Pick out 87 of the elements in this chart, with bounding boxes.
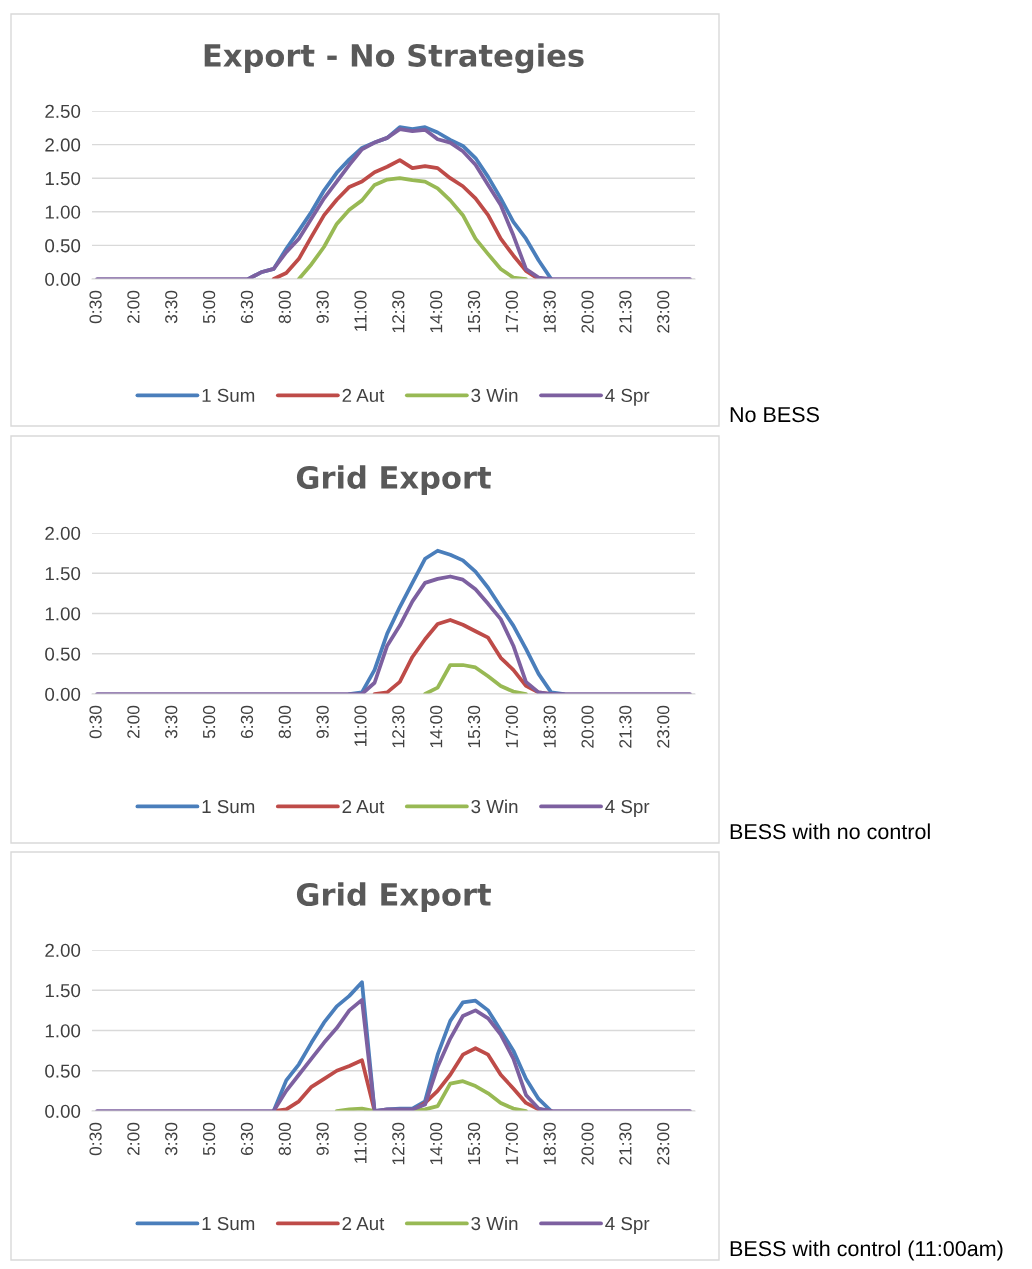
x-tick-label: 11:00: [354, 1122, 367, 1163]
legend-label: 4 Spr: [605, 799, 650, 817]
x-tick-label: 2:00: [127, 1122, 140, 1156]
text: No BESS: [730, 406, 819, 423]
y-tick-label: 1.50: [45, 566, 81, 581]
chart-title: Grid Export: [296, 882, 491, 912]
x-tick-label: 9:30: [316, 1122, 329, 1156]
y-tick-label: 0.00: [45, 687, 81, 701]
x-tick-label: 8:00: [278, 290, 291, 324]
x-tick-label: 21:30: [619, 290, 632, 333]
x-tick-label: 8:00: [278, 1122, 291, 1156]
x-tick-label: 2:00: [127, 705, 140, 739]
chart-title: Grid Export: [296, 465, 491, 495]
x-tick-label: 3:30: [165, 705, 178, 739]
x-tick-label: 3:30: [165, 1122, 178, 1156]
x-tick-label: 0:30: [89, 1122, 102, 1156]
y-tick-label: 1.00: [45, 607, 81, 621]
x-tick-label: 14:00: [430, 290, 443, 333]
x-tick-label: 17:00: [505, 1122, 518, 1165]
y-tick-label: 0.00: [45, 1104, 81, 1118]
y-tick-label: 0.50: [45, 239, 81, 253]
legend-label: 2 Aut: [342, 388, 385, 403]
x-tick-label: 5:00: [202, 290, 216, 324]
line-series: [95, 574, 692, 694]
y-tick-label: 1.50: [45, 983, 81, 998]
legend-label: 1 Sum: [202, 1216, 255, 1231]
x-tick-label: 17:00: [505, 290, 518, 333]
x-tick-label: 20:00: [581, 290, 594, 333]
y-tick-label: 1.00: [45, 1024, 81, 1038]
y-tick-label: 0.50: [45, 647, 81, 661]
text: BESS with control (11:00am): [730, 1240, 1003, 1261]
x-tick-label: 9:30: [316, 705, 329, 739]
y-tick-label: 0.50: [45, 1064, 81, 1078]
legend-label: 1 Sum: [202, 799, 255, 814]
x-tick-label: 12:30: [392, 705, 405, 748]
line-series: [95, 998, 692, 1111]
legend-label: 3 Win: [471, 388, 518, 403]
x-tick-label: 23:00: [657, 705, 670, 748]
y-tick-label: 2.00: [45, 943, 81, 957]
x-tick-label: 12:30: [392, 290, 405, 333]
legend-label: 1 Sum: [202, 388, 255, 403]
y-tick-label: 1.00: [45, 205, 81, 219]
text: BESS with no control: [730, 823, 930, 840]
line-series: [423, 663, 528, 694]
x-tick-label: 21:30: [619, 1122, 632, 1165]
x-tick-label: 14:00: [430, 1122, 443, 1165]
x-tick-label: 18:30: [543, 290, 556, 333]
x-tick-label: 6:30: [240, 1122, 254, 1156]
line-series: [95, 127, 692, 279]
x-tick-label: 6:30: [240, 705, 254, 739]
x-tick-label: 21:30: [619, 705, 632, 748]
x-tick-label: 20:00: [581, 705, 594, 748]
legend-label: 4 Spr: [605, 388, 650, 406]
x-tick-label: 8:00: [278, 705, 291, 739]
x-tick-label: 15:30: [467, 1122, 481, 1165]
legend-label: 4 Spr: [605, 1216, 650, 1234]
x-tick-label: 18:30: [543, 705, 556, 748]
legend-label: 3 Win: [471, 799, 518, 814]
legend-label: 2 Aut: [342, 799, 385, 814]
x-tick-label: 9:30: [316, 290, 329, 324]
x-tick-label: 12:30: [392, 1122, 405, 1165]
x-tick-label: 6:30: [240, 290, 254, 324]
x-tick-label: 14:00: [430, 705, 443, 748]
x-tick-label: 0:30: [89, 705, 102, 739]
line-series: [297, 176, 528, 279]
x-tick-label: 15:30: [467, 705, 481, 748]
y-tick-label: 2.00: [45, 138, 81, 152]
x-tick-label: 18:30: [543, 1122, 556, 1165]
x-tick-label: 11:00: [354, 705, 367, 746]
legend-label: 3 Win: [471, 1216, 518, 1231]
x-tick-label: 17:00: [505, 705, 518, 748]
y-tick-label: 2.50: [45, 104, 81, 118]
legend-label: 2 Aut: [342, 1216, 385, 1231]
y-tick-label: 0.00: [45, 272, 81, 286]
x-tick-label: 23:00: [657, 1122, 670, 1165]
x-tick-label: 0:30: [89, 290, 102, 324]
y-tick-label: 2.00: [45, 526, 81, 540]
x-tick-label: 11:00: [354, 290, 367, 331]
y-tick-label: 1.50: [45, 171, 81, 186]
x-tick-label: 3:30: [165, 290, 178, 324]
chart-title: Export - No Strategies: [204, 43, 584, 74]
x-tick-label: 23:00: [657, 290, 670, 333]
x-tick-label: 5:00: [202, 1122, 216, 1156]
x-tick-label: 15:30: [467, 290, 481, 333]
x-tick-label: 5:00: [202, 705, 216, 739]
x-tick-label: 20:00: [581, 1122, 594, 1165]
x-tick-label: 2:00: [127, 290, 140, 324]
